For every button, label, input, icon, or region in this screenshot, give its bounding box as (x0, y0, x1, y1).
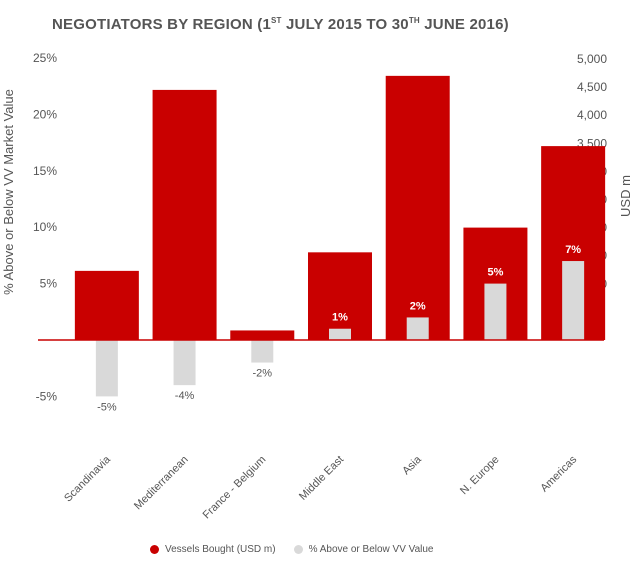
legend-item-percent: % Above or Below VV Value (293, 544, 434, 555)
percent-data-label: -2% (253, 368, 273, 380)
vessels-bar (385, 75, 450, 341)
category-label: N. Europe (458, 454, 502, 498)
percent-bar (329, 328, 351, 340)
legend-label-vessels: Vessels Bought (USD m) (165, 544, 276, 555)
vessels-bar (230, 330, 295, 340)
left-tick-label: 10% (33, 220, 57, 234)
category-label: Asia (400, 453, 424, 477)
legend-item-vessels: Vessels Bought (USD m) (150, 544, 276, 555)
vessels-bar (308, 252, 372, 340)
percent-data-label: 2% (410, 300, 426, 312)
legend-dot-percent (293, 545, 303, 554)
legend-dot-vessels (150, 545, 159, 554)
percent-data-label: -5% (97, 401, 117, 413)
category-label: Scandinavia (62, 453, 113, 504)
percent-bar (173, 340, 196, 386)
percent-data-label: 7% (565, 244, 581, 256)
right-tick-label: 5,000 (577, 52, 607, 66)
percent-data-label: 1% (332, 312, 348, 324)
category-label: France - Belgium (201, 454, 269, 522)
percent-bar (484, 283, 507, 340)
left-tick-label: 20% (33, 107, 57, 121)
vessels-bar (152, 89, 217, 340)
percent-bar (95, 340, 118, 397)
left-axis-title: % Above or Below VV Market Value (1, 89, 16, 295)
chart-title: NEGOTIATORS BY REGION (1ST JULY 2015 TO … (52, 16, 509, 33)
category-label: Middle East (297, 454, 346, 503)
legend-label-percent: % Above or Below VV Value (308, 544, 434, 555)
category-label: Mediterranean (132, 454, 191, 513)
left-tick-label: 15% (33, 164, 57, 178)
left-tick-label: 25% (33, 51, 57, 65)
category-label: Americas (538, 453, 579, 494)
legend: Vessels Bought (USD m) % Above or Below … (150, 544, 434, 555)
left-tick-label: 5% (40, 277, 58, 291)
left-tick-label: -5% (36, 389, 58, 403)
percent-bar (406, 317, 429, 340)
right-tick-label: 4,000 (577, 108, 607, 122)
percent-data-label: 5% (487, 267, 503, 279)
percent-bar (562, 261, 585, 340)
right-axis-title: USD m (618, 175, 633, 217)
percent-data-label: -4% (175, 390, 195, 402)
right-tick-label: 4,500 (577, 80, 607, 94)
vessels-bar (74, 270, 139, 340)
percent-bar (251, 340, 274, 363)
